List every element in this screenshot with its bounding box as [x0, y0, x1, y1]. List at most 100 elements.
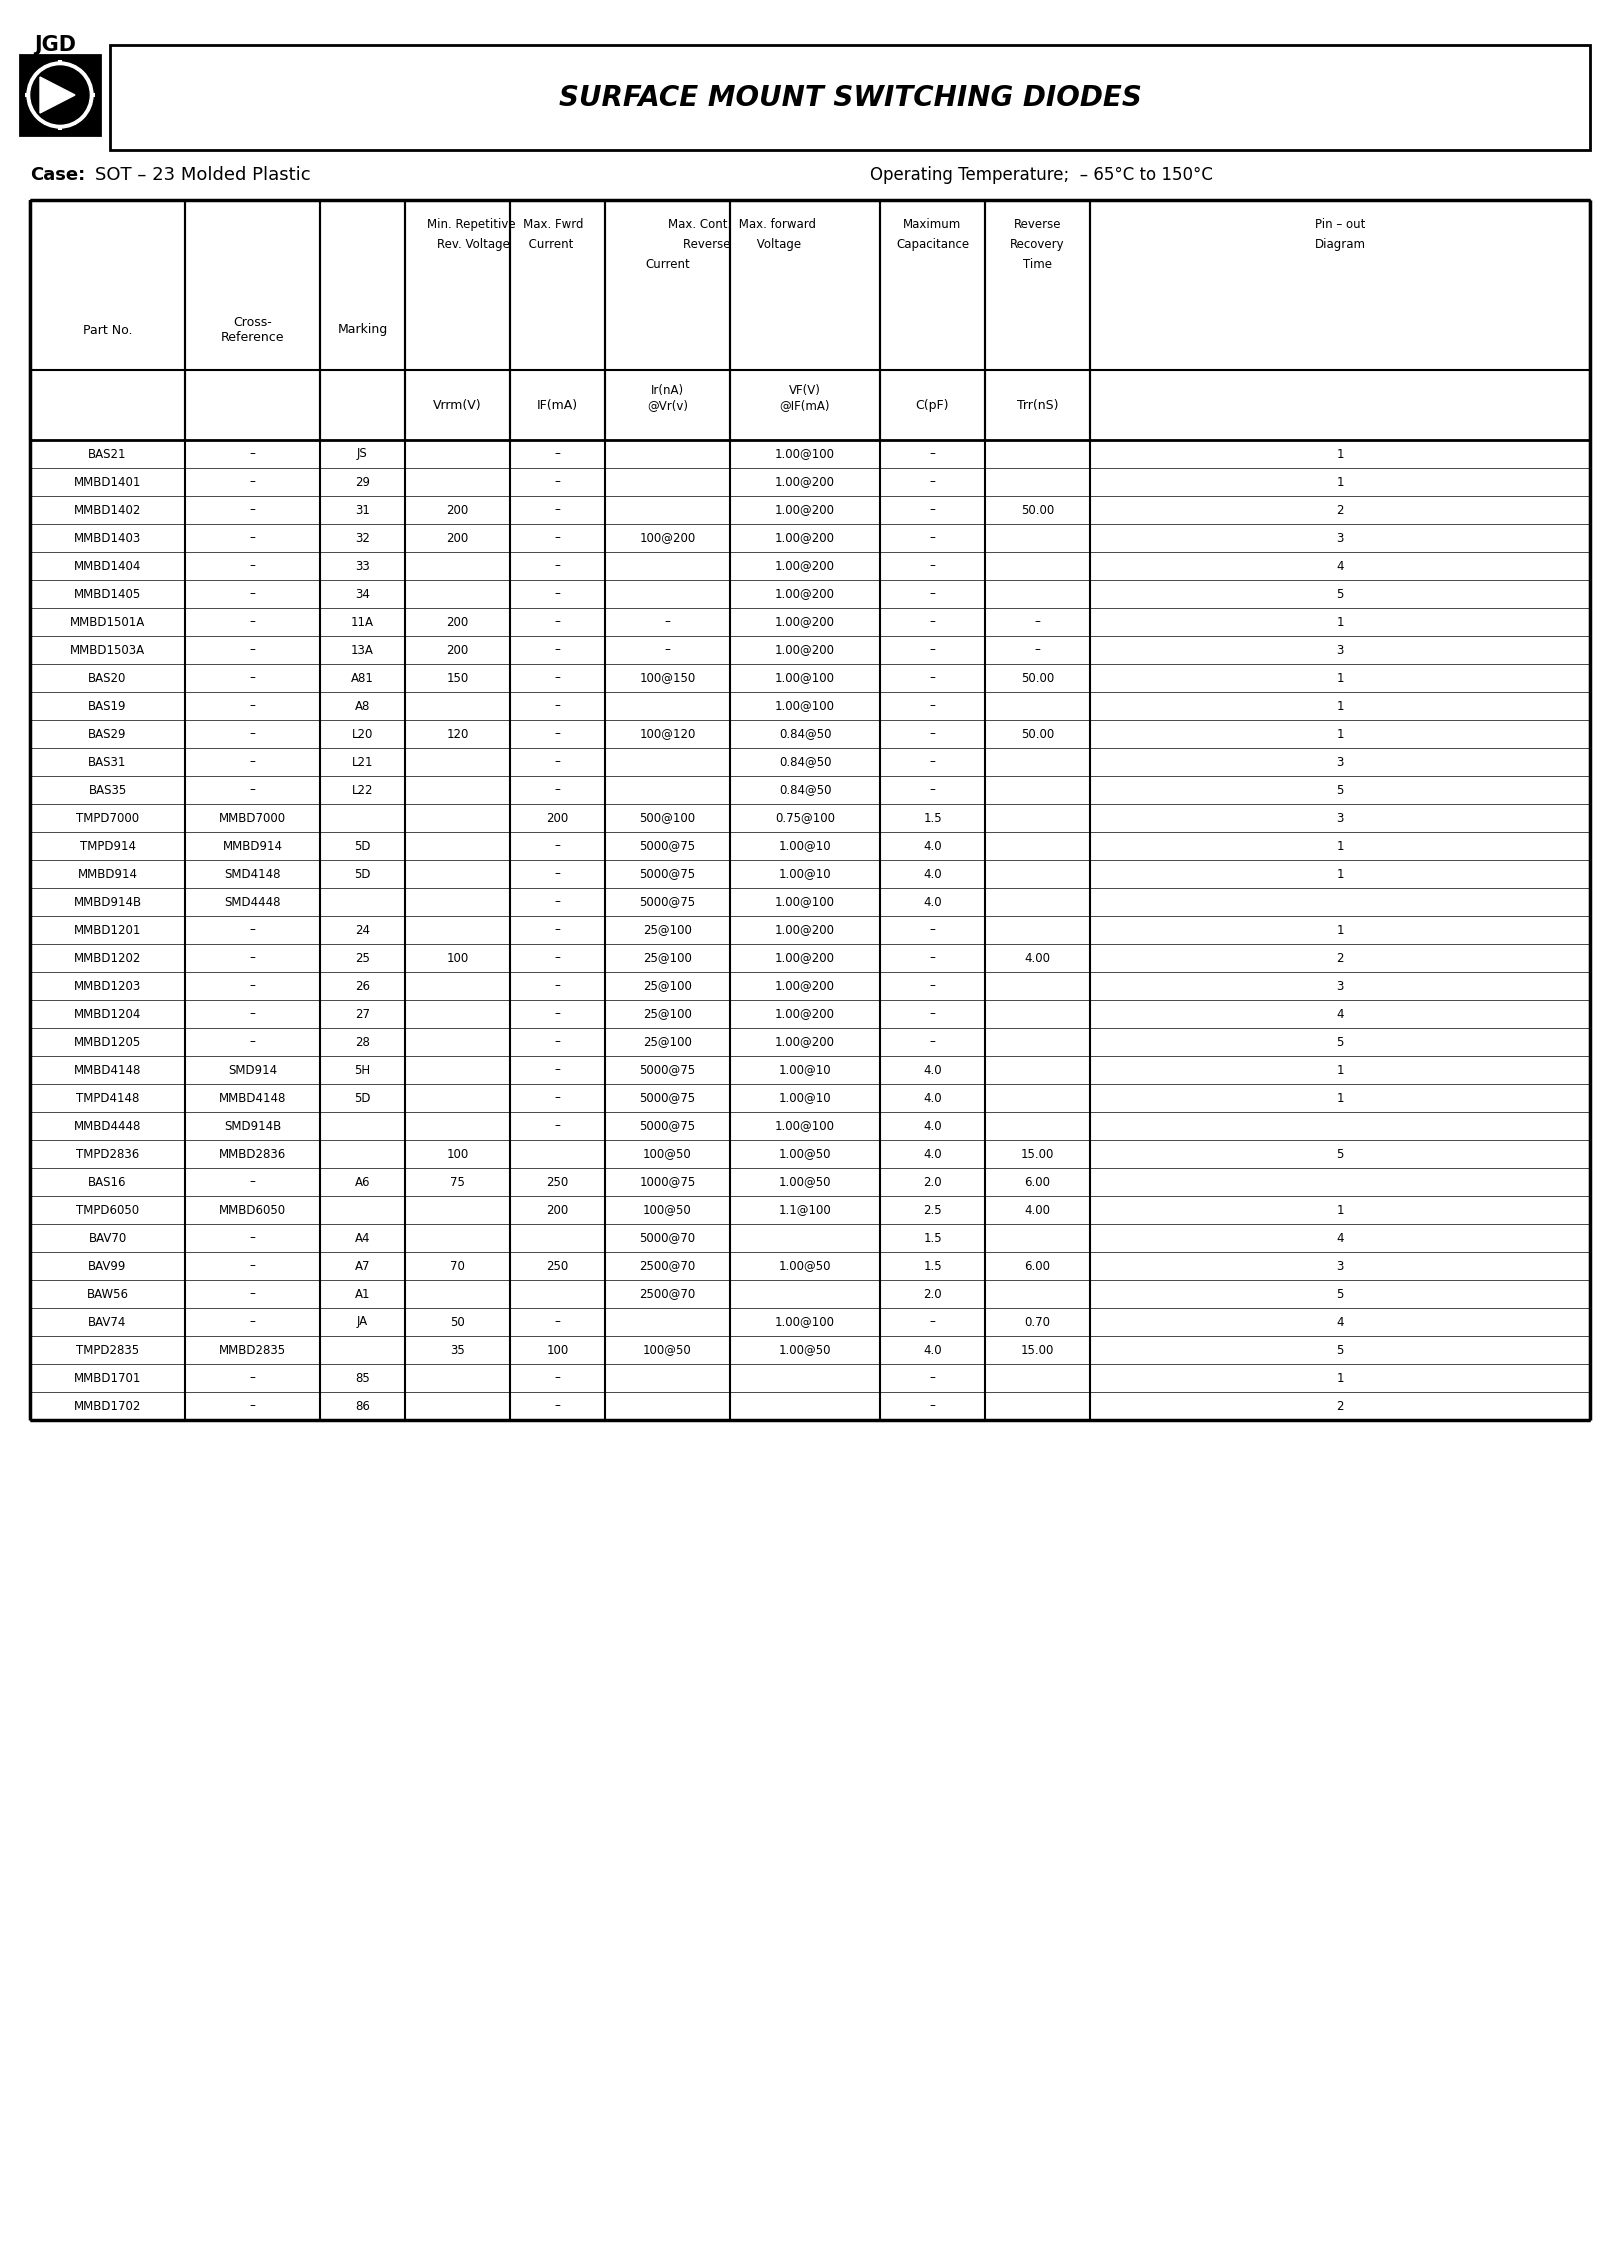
Text: –: – — [250, 728, 255, 741]
Text: –: – — [555, 784, 561, 796]
Text: 200: 200 — [547, 811, 569, 825]
Text: A4: A4 — [355, 1232, 370, 1245]
Text: BAS16: BAS16 — [88, 1175, 127, 1189]
Text: –: – — [555, 1064, 561, 1076]
Text: MMBD6050: MMBD6050 — [219, 1205, 285, 1216]
Text: –: – — [250, 447, 255, 461]
Text: BAS31: BAS31 — [88, 755, 127, 768]
Text: –: – — [250, 1288, 255, 1299]
Text: JA: JA — [357, 1315, 368, 1329]
Text: 4.0: 4.0 — [923, 868, 942, 881]
Text: 1.00@50: 1.00@50 — [779, 1148, 830, 1159]
Text: A1: A1 — [355, 1288, 370, 1299]
Text: BAV99: BAV99 — [88, 1259, 127, 1272]
Text: MMBD1405: MMBD1405 — [75, 588, 141, 601]
Text: 100: 100 — [446, 1148, 469, 1159]
Text: 1.5: 1.5 — [923, 1232, 942, 1245]
Text: 6.00: 6.00 — [1025, 1175, 1051, 1189]
Text: A7: A7 — [355, 1259, 370, 1272]
Text: 0.84@50: 0.84@50 — [779, 755, 830, 768]
Text: A8: A8 — [355, 701, 370, 712]
Text: C(pF): C(pF) — [916, 398, 949, 411]
Text: 5: 5 — [1337, 1342, 1343, 1356]
Text: 1.00@200: 1.00@200 — [775, 475, 835, 488]
Text: 3: 3 — [1337, 1259, 1343, 1272]
Text: 31: 31 — [355, 504, 370, 518]
Text: 3: 3 — [1337, 531, 1343, 545]
Text: 250: 250 — [547, 1259, 569, 1272]
Text: 1.00@10: 1.00@10 — [779, 838, 832, 852]
Text: 5: 5 — [1337, 1035, 1343, 1049]
Text: MMBD1503A: MMBD1503A — [70, 644, 144, 655]
Text: 1.00@50: 1.00@50 — [779, 1175, 830, 1189]
Text: 5: 5 — [1337, 1288, 1343, 1299]
Text: 1.00@10: 1.00@10 — [779, 1092, 832, 1105]
Text: 2: 2 — [1337, 951, 1343, 965]
Text: 120: 120 — [446, 728, 469, 741]
Text: 32: 32 — [355, 531, 370, 545]
Text: SMD4448: SMD4448 — [224, 895, 281, 909]
Text: Reverse: Reverse — [1014, 217, 1061, 231]
Text: 35: 35 — [451, 1342, 466, 1356]
Text: –: – — [555, 868, 561, 881]
Text: 4.0: 4.0 — [923, 1092, 942, 1105]
Text: 1.00@100: 1.00@100 — [775, 1315, 835, 1329]
Text: MMBD2836: MMBD2836 — [219, 1148, 285, 1159]
Text: –: – — [929, 951, 936, 965]
Text: MMBD1701: MMBD1701 — [75, 1372, 141, 1385]
Text: 200: 200 — [446, 531, 469, 545]
Text: 5000@75: 5000@75 — [639, 838, 696, 852]
Text: 4.0: 4.0 — [923, 1119, 942, 1132]
Text: 5D: 5D — [354, 868, 371, 881]
Text: 86: 86 — [355, 1399, 370, 1412]
Text: –: – — [929, 1315, 936, 1329]
Text: MMBD4448: MMBD4448 — [75, 1119, 141, 1132]
Text: SOT – 23 Molded Plastic: SOT – 23 Molded Plastic — [96, 165, 311, 183]
Text: 2: 2 — [1337, 1399, 1343, 1412]
Text: –: – — [929, 701, 936, 712]
Text: MMBD914: MMBD914 — [222, 838, 282, 852]
Text: BAV70: BAV70 — [88, 1232, 127, 1245]
Text: TMPD914: TMPD914 — [79, 838, 136, 852]
Text: –: – — [555, 531, 561, 545]
Text: –: – — [250, 615, 255, 628]
Text: VF(V)
@IF(mA): VF(V) @IF(mA) — [780, 384, 830, 411]
Text: 1.00@100: 1.00@100 — [775, 671, 835, 685]
Text: –: – — [929, 1372, 936, 1385]
Text: 1: 1 — [1337, 447, 1343, 461]
Text: 100@200: 100@200 — [639, 531, 696, 545]
Text: –: – — [929, 755, 936, 768]
Text: 1.00@200: 1.00@200 — [775, 644, 835, 655]
Text: 75: 75 — [449, 1175, 466, 1189]
Text: 25: 25 — [355, 951, 370, 965]
Text: TMPD7000: TMPD7000 — [76, 811, 139, 825]
Text: 1.00@10: 1.00@10 — [779, 1064, 832, 1076]
Text: MMBD1201: MMBD1201 — [75, 924, 141, 936]
Text: 1: 1 — [1337, 475, 1343, 488]
Text: 5000@75: 5000@75 — [639, 1092, 696, 1105]
Text: 4.0: 4.0 — [923, 895, 942, 909]
Text: 25@100: 25@100 — [642, 979, 693, 992]
Text: Cross-
Reference: Cross- Reference — [221, 316, 284, 344]
Text: 1.00@100: 1.00@100 — [775, 447, 835, 461]
Text: 1.5: 1.5 — [923, 1259, 942, 1272]
Text: Part No.: Part No. — [83, 323, 133, 337]
Text: –: – — [250, 701, 255, 712]
Text: –: – — [929, 671, 936, 685]
Text: MMBD1204: MMBD1204 — [75, 1008, 141, 1022]
Text: TMPD6050: TMPD6050 — [76, 1205, 139, 1216]
Text: –: – — [250, 924, 255, 936]
Text: –: – — [555, 755, 561, 768]
Text: 1.00@200: 1.00@200 — [775, 924, 835, 936]
Text: Capacitance: Capacitance — [895, 237, 968, 251]
Circle shape — [28, 61, 92, 129]
Text: –: – — [929, 728, 936, 741]
Text: –: – — [250, 560, 255, 572]
Text: 1.00@100: 1.00@100 — [775, 701, 835, 712]
Text: –: – — [555, 1315, 561, 1329]
Bar — [19, 54, 101, 136]
Text: 4.00: 4.00 — [1025, 1205, 1051, 1216]
Text: L22: L22 — [352, 784, 373, 796]
Text: –: – — [555, 615, 561, 628]
Text: Marking: Marking — [337, 323, 388, 337]
